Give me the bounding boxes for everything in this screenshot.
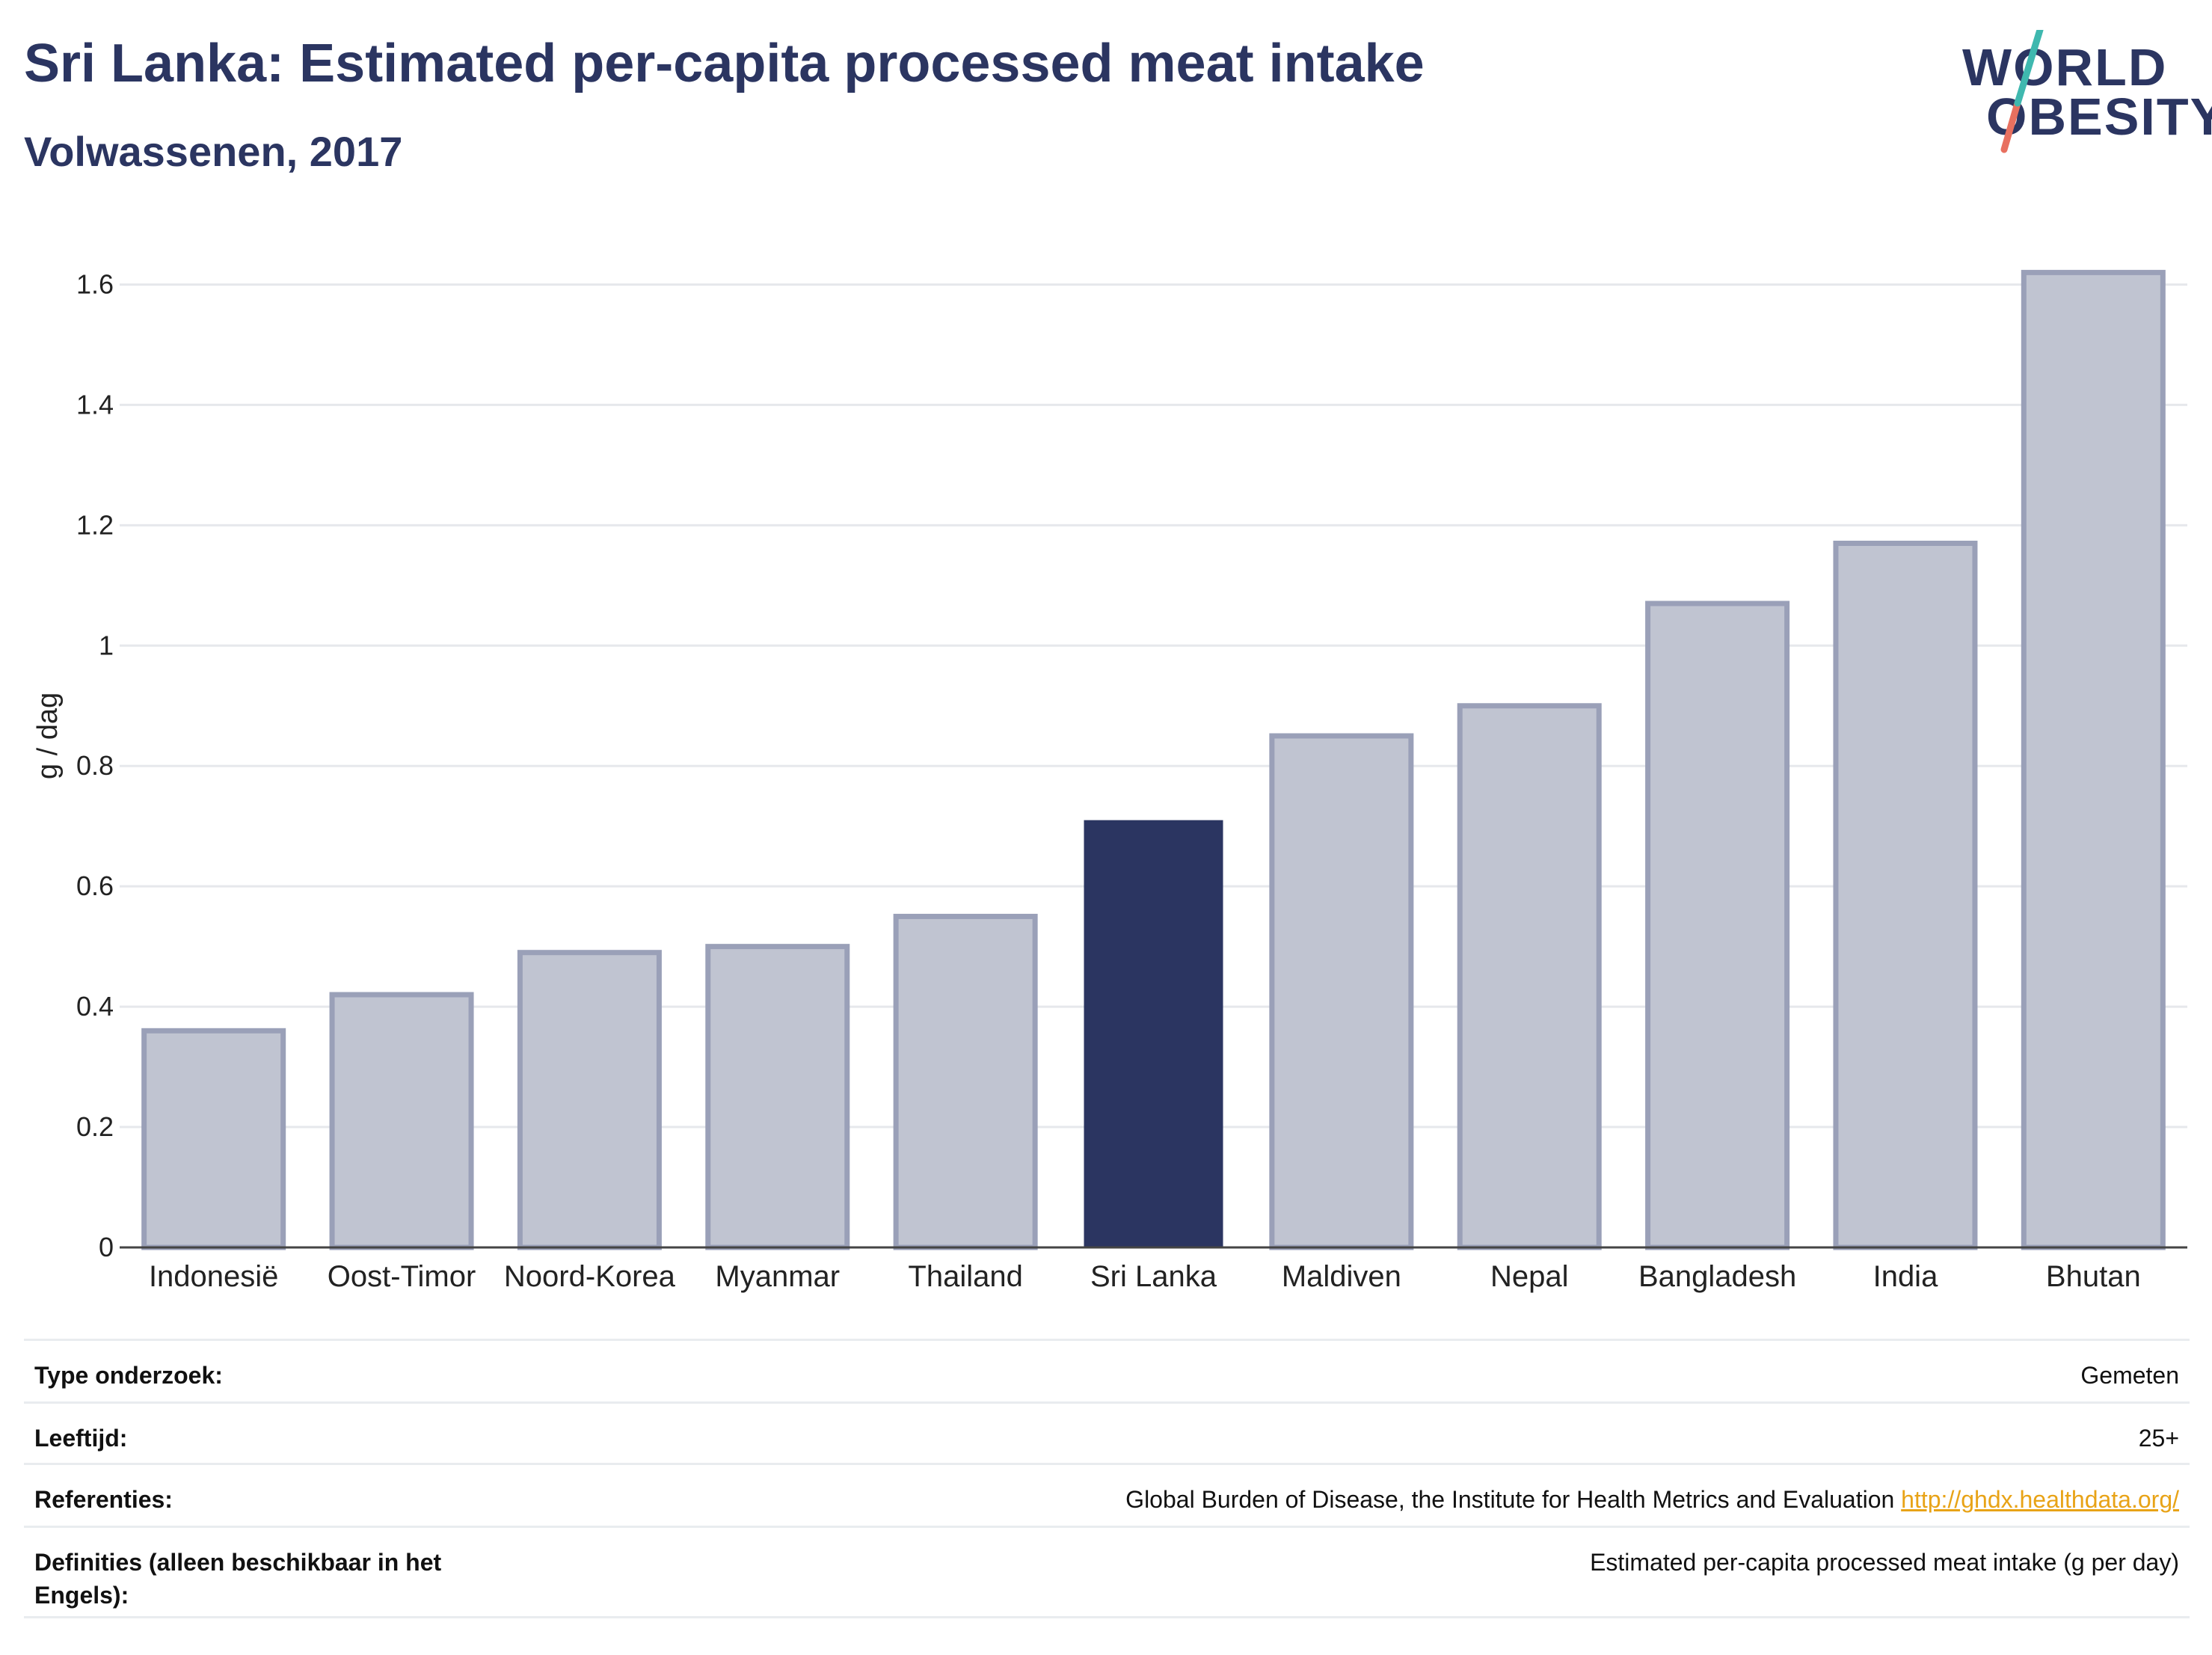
x-tick-label: Bangladesh	[1638, 1260, 1796, 1293]
x-tick-label: Noord-Korea	[504, 1260, 676, 1293]
page-title: Sri Lanka: Estimated per-capita processe…	[24, 34, 1425, 93]
bar-sri-lanka[interactable]	[1084, 820, 1223, 1247]
y-tick-label: 0.6	[76, 871, 114, 901]
info-row-age: Leeftijd: 25+	[24, 1401, 2190, 1463]
bar-bhutan[interactable]	[2021, 269, 2166, 1250]
y-tick-label: 0.2	[76, 1111, 114, 1142]
bar-thailand[interactable]	[893, 913, 1038, 1250]
x-tick-label: Indonesië	[149, 1260, 278, 1293]
info-row-references: Referenties: Global Burden of Disease, t…	[24, 1463, 2190, 1526]
bar-chart: 0 0.2 0.4 0.6 0.8 1 1.2 1.4 1.6 g / dag Indonesië O…	[32, 268, 2187, 1293]
info-label: Type onderzoek:	[34, 1362, 223, 1389]
info-value: Global Burden of Disease, the Institute …	[1125, 1483, 2179, 1516]
logo-line-1: WORLD	[1962, 38, 2168, 96]
y-tick-label: 1.6	[76, 268, 114, 299]
bar-maldiven[interactable]	[1269, 733, 1414, 1250]
bar-bangladesh[interactable]	[1645, 601, 1790, 1250]
bar-oost-timor[interactable]	[329, 992, 474, 1250]
y-tick-label: 1.2	[76, 509, 114, 540]
bar-india[interactable]	[1833, 540, 1978, 1250]
x-tick-label: Maldiven	[1282, 1260, 1401, 1293]
x-tick-label: Bhutan	[2046, 1260, 2141, 1293]
bar-nepal[interactable]	[1457, 703, 1602, 1250]
y-axis-label: g / dag	[32, 693, 64, 779]
info-table: Type onderzoek: Gemeten Leeftijd: 25+ Re…	[24, 1339, 2190, 1618]
x-tick-label: Sri Lanka	[1090, 1260, 1217, 1293]
y-tick-label: 0.4	[76, 991, 114, 1022]
x-tick-label: India	[1873, 1260, 1938, 1293]
bar-indonesi-[interactable]	[141, 1028, 286, 1250]
reference-link[interactable]: http://ghdx.healthdata.org/	[1901, 1486, 2179, 1513]
logo-line-2: OBESITY	[1986, 87, 2212, 146]
y-tick-label: 1	[99, 630, 114, 660]
bar-noord-korea[interactable]	[517, 950, 662, 1250]
x-tick-label: Thailand	[908, 1260, 1022, 1293]
y-tick-label: 1.4	[76, 389, 114, 420]
x-tick-label: Oost-Timor	[328, 1260, 476, 1293]
page-subtitle: Volwassenen, 2017	[24, 128, 403, 175]
y-tick-label: 0.8	[76, 750, 114, 781]
info-label: Leeftijd:	[34, 1425, 128, 1452]
info-value: Estimated per-capita processed meat inta…	[1590, 1549, 2179, 1576]
reference-text: Global Burden of Disease, the Institute …	[1125, 1486, 1895, 1513]
bar-myanmar[interactable]	[705, 944, 850, 1250]
info-label: Definities (alleen beschikbaar in het En…	[34, 1549, 442, 1609]
info-label: Referenties:	[34, 1486, 173, 1513]
x-tick-label: Myanmar	[715, 1260, 840, 1293]
info-value: Gemeten	[2080, 1362, 2179, 1389]
world-obesity-logo: WORLD OBESITY	[1952, 30, 2212, 157]
x-tick-label: Nepal	[1490, 1260, 1569, 1293]
logo-slash-icon	[2000, 30, 2044, 153]
y-tick-label: 0	[99, 1232, 114, 1262]
info-value: 25+	[2138, 1425, 2179, 1452]
info-row-definitions: Definities (alleen beschikbaar in het En…	[24, 1526, 2190, 1618]
info-row-type: Type onderzoek: Gemeten	[24, 1339, 2190, 1401]
